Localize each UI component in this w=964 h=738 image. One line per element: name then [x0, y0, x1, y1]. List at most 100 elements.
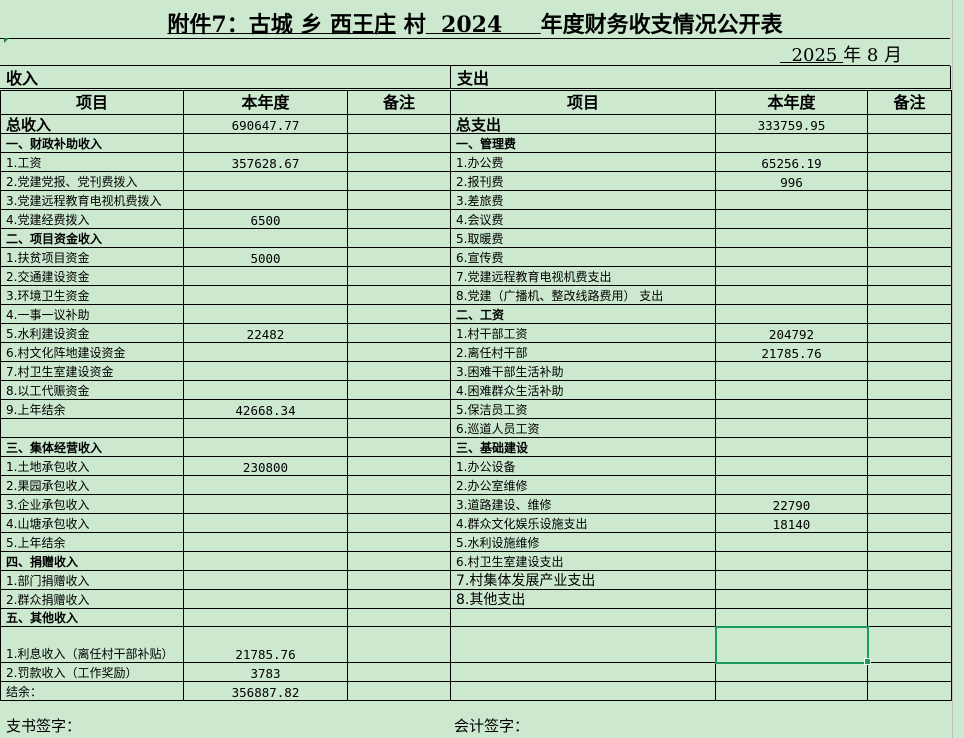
expense-amount-cell[interactable] — [715, 133, 868, 153]
expense-remark-cell[interactable] — [867, 266, 952, 286]
income-remark-cell[interactable] — [347, 662, 451, 682]
income-amount-cell[interactable]: 6500 — [183, 209, 348, 229]
expense-remark-cell[interactable] — [867, 323, 952, 343]
expense-remark-cell[interactable] — [867, 209, 952, 229]
expense-remark-cell[interactable] — [867, 475, 952, 495]
income-amount-cell[interactable]: 356887.82 — [183, 681, 348, 701]
income-remark-cell[interactable] — [347, 437, 451, 457]
expense-amount-cell[interactable] — [715, 456, 868, 476]
expense-total-remark[interactable] — [867, 114, 952, 134]
income-remark-cell[interactable] — [347, 152, 451, 172]
expense-remark-cell[interactable] — [867, 456, 952, 476]
income-remark-cell[interactable] — [347, 532, 451, 552]
income-amount-cell[interactable] — [183, 190, 348, 210]
income-amount-cell[interactable] — [183, 589, 348, 609]
expense-remark-cell[interactable] — [867, 662, 952, 682]
income-remark-cell[interactable] — [347, 133, 451, 153]
expense-item-cell[interactable]: 二、工资 — [450, 304, 716, 324]
income-item-cell[interactable]: 4.山塘承包收入 — [0, 513, 184, 533]
expense-amount-cell[interactable] — [715, 662, 868, 682]
income-amount-cell[interactable] — [183, 266, 348, 286]
expense-amount-cell[interactable] — [715, 570, 868, 590]
expense-item-cell[interactable]: 5.保洁员工资 — [450, 399, 716, 419]
income-remark-cell[interactable] — [347, 681, 451, 701]
expense-item-cell[interactable]: 一、管理费 — [450, 133, 716, 153]
income-amount-cell[interactable] — [183, 171, 348, 191]
income-amount-cell[interactable]: 3783 — [183, 662, 348, 682]
expense-item-cell[interactable] — [450, 681, 716, 701]
income-amount-cell[interactable] — [183, 361, 348, 381]
expense-amount-cell[interactable] — [715, 608, 868, 627]
expense-remark-cell[interactable] — [867, 608, 952, 627]
income-remark-cell[interactable] — [347, 171, 451, 191]
income-item-cell[interactable]: 7.村卫生室建设资金 — [0, 361, 184, 381]
expense-item-cell[interactable] — [450, 626, 716, 663]
expense-amount-cell[interactable]: 65256.19 — [715, 152, 868, 172]
expense-amount-cell[interactable] — [715, 190, 868, 210]
expense-item-cell[interactable]: 1.村干部工资 — [450, 323, 716, 343]
expense-remark-cell[interactable] — [867, 437, 952, 457]
expense-amount-cell[interactable] — [715, 285, 868, 305]
income-amount-cell[interactable]: 357628.67 — [183, 152, 348, 172]
income-item-cell[interactable]: 2.果园承包收入 — [0, 475, 184, 495]
income-item-cell[interactable]: 四、捐赠收入 — [0, 551, 184, 571]
expense-remark-cell[interactable] — [867, 133, 952, 153]
expense-remark-cell[interactable] — [867, 551, 952, 571]
selected-cell[interactable] — [715, 626, 869, 664]
expense-item-cell[interactable]: 2.离任村干部 — [450, 342, 716, 362]
expense-remark-cell[interactable] — [867, 532, 952, 552]
expense-item-cell[interactable]: 4.群众文化娱乐设施支出 — [450, 513, 716, 533]
expense-remark-cell[interactable] — [867, 190, 952, 210]
expense-remark-cell[interactable] — [867, 342, 952, 362]
income-item-cell[interactable]: 一、财政补助收入 — [0, 133, 184, 153]
income-amount-cell[interactable] — [183, 304, 348, 324]
income-item-cell[interactable]: 二、项目资金收入 — [0, 228, 184, 248]
expense-item-cell[interactable]: 6.宣传费 — [450, 247, 716, 267]
expense-item-cell[interactable] — [450, 608, 716, 627]
income-amount-cell[interactable] — [183, 532, 348, 552]
income-item-cell[interactable]: 五、其他收入 — [0, 608, 184, 627]
income-item-cell[interactable]: 5.上年结余 — [0, 532, 184, 552]
income-item-cell[interactable]: 2.交通建设资金 — [0, 266, 184, 286]
income-item-cell[interactable]: 结余： — [0, 681, 184, 701]
income-remark-cell[interactable] — [347, 589, 451, 609]
expense-item-cell[interactable]: 8.其他支出 — [450, 589, 716, 609]
expense-amount-cell[interactable] — [715, 418, 868, 438]
expense-item-cell[interactable]: 7.党建远程教育电视机费支出 — [450, 266, 716, 286]
income-amount-cell[interactable]: 5000 — [183, 247, 348, 267]
expense-amount-cell[interactable] — [715, 399, 868, 419]
expense-remark-cell[interactable] — [867, 589, 952, 609]
expense-amount-cell[interactable] — [715, 209, 868, 229]
income-remark-cell[interactable] — [347, 323, 451, 343]
income-remark-cell[interactable] — [347, 475, 451, 495]
expense-remark-cell[interactable] — [867, 681, 952, 701]
income-amount-cell[interactable]: 22482 — [183, 323, 348, 343]
fill-handle[interactable] — [864, 658, 871, 665]
income-remark-cell[interactable] — [347, 190, 451, 210]
income-item-cell[interactable]: 2.群众捐赠收入 — [0, 589, 184, 609]
income-item-cell[interactable]: 8.以工代赈资金 — [0, 380, 184, 400]
income-item-cell[interactable]: 3.企业承包收入 — [0, 494, 184, 514]
expense-total-value[interactable]: 333759.95 — [715, 114, 868, 134]
expense-amount-cell[interactable] — [715, 475, 868, 495]
income-total-label[interactable]: 总收入 — [0, 114, 184, 134]
expense-amount-cell[interactable]: 204792 — [715, 323, 868, 343]
expense-item-cell[interactable]: 4.会议费 — [450, 209, 716, 229]
expense-remark-cell[interactable] — [867, 380, 952, 400]
expense-amount-cell[interactable] — [715, 247, 868, 267]
income-remark-cell[interactable] — [347, 228, 451, 248]
income-remark-cell[interactable] — [347, 304, 451, 324]
income-item-cell[interactable]: 2.罚款收入（工作奖励） — [0, 662, 184, 682]
expense-remark-cell[interactable] — [867, 171, 952, 191]
expense-amount-cell[interactable] — [715, 532, 868, 552]
income-remark-cell[interactable] — [347, 380, 451, 400]
expense-item-cell[interactable]: 2.报刊费 — [450, 171, 716, 191]
expense-remark-cell[interactable] — [867, 304, 952, 324]
expense-item-cell[interactable]: 1.办公费 — [450, 152, 716, 172]
expense-item-cell[interactable]: 5.水利设施维修 — [450, 532, 716, 552]
expense-item-cell[interactable]: 5.取暖费 — [450, 228, 716, 248]
expense-remark-cell[interactable] — [867, 626, 952, 663]
income-remark-cell[interactable] — [347, 513, 451, 533]
income-item-cell[interactable]: 1.部门捐赠收入 — [0, 570, 184, 590]
expense-amount-cell[interactable]: 22790 — [715, 494, 868, 514]
